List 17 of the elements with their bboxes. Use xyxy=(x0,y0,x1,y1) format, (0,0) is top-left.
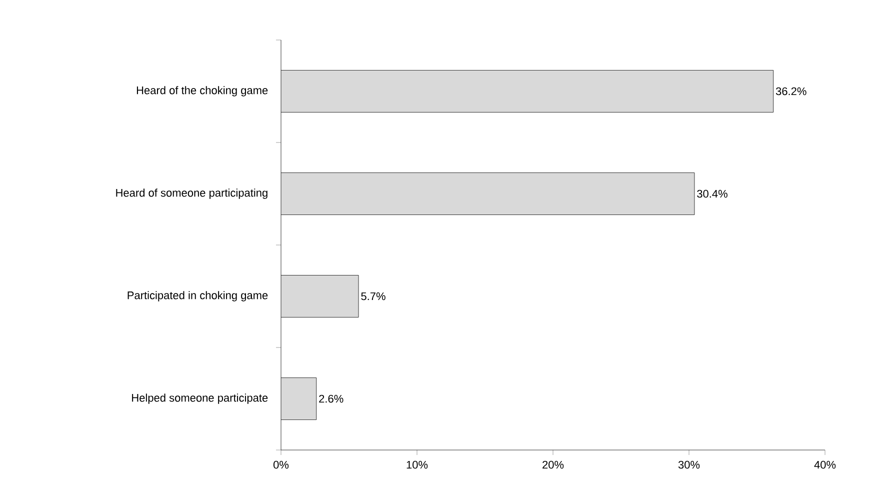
x-tick-label: 40% xyxy=(814,460,836,469)
data-label: 5.7% xyxy=(361,292,386,300)
y-tick-label: Helped someone participate xyxy=(132,394,268,404)
y-tick-label: Heard of someone participating xyxy=(116,188,268,199)
x-tick-label: 20% xyxy=(542,460,564,469)
x-tick-label: 30% xyxy=(678,460,700,469)
y-tick-label: Participated in choking game xyxy=(128,291,268,302)
bar xyxy=(281,275,359,318)
bar xyxy=(281,172,695,215)
bar xyxy=(281,378,317,420)
data-label: 36.2% xyxy=(776,87,806,96)
y-tick-label: Heard of the choking game xyxy=(136,86,268,96)
bar xyxy=(281,70,774,112)
x-tick-label: 10% xyxy=(406,460,428,469)
x-tick-label: 0% xyxy=(273,460,289,469)
data-label: 30.4% xyxy=(697,190,728,198)
data-label: 2.6% xyxy=(319,394,344,403)
